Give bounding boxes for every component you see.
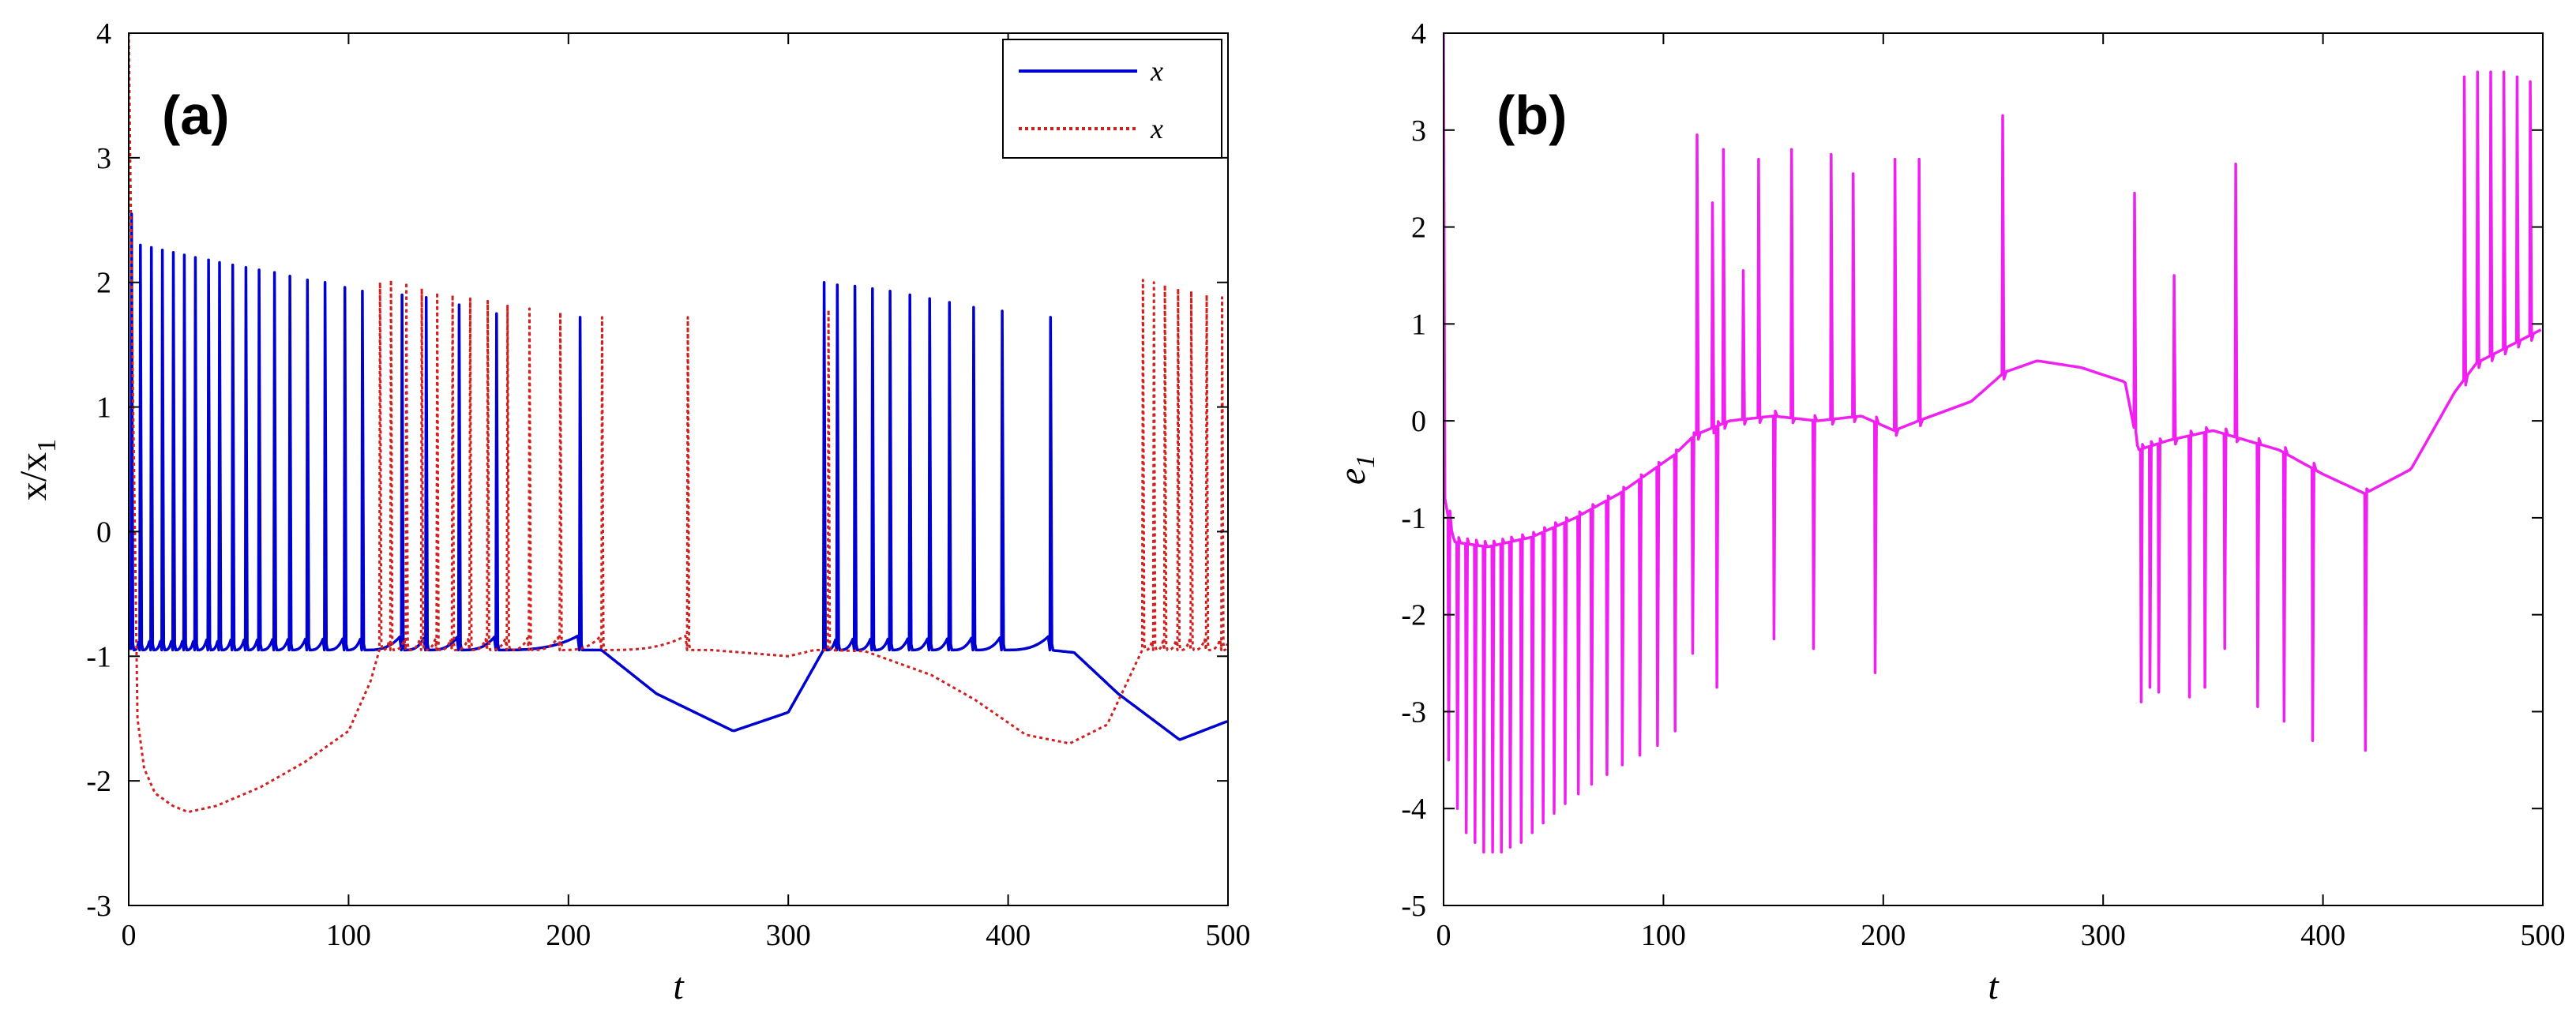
chart-b: 0 100 200 300 400 500 -5 -4 -3 -2 -1 0 1 2 3 4 (b) t e… <box>1331 17 2566 1007</box>
chart-a-legend: x x <box>1002 39 1222 159</box>
chart-a-y-axis-label-main: x/x <box>13 452 54 501</box>
chart-b-series-layer <box>1444 33 2542 854</box>
chart-b-y-tick-label: -2 <box>1401 599 1426 632</box>
chart-a-y-tick-label: 0 <box>96 516 111 549</box>
chart-b-y-ticks: -5 -4 -3 -2 -1 0 1 2 3 4 <box>1401 17 2543 923</box>
chart-b-x-tick-label: 500 <box>2521 919 2566 952</box>
chart-a-x-ticks: 0 100 200 300 400 500 <box>122 33 1251 952</box>
chart-b-x-ticks: 0 100 200 300 400 500 <box>1436 33 2566 952</box>
chart-b-y-tick-label: 0 <box>1411 405 1426 438</box>
chart-a-y-tick-label: 1 <box>96 392 111 425</box>
chart-a-x-tick-label: 0 <box>122 919 137 952</box>
chart-b-y-axis-label: e1 <box>1331 455 1380 485</box>
chart-a-panel-label: (a) <box>162 84 230 146</box>
chart-b-panel-label: (b) <box>1496 84 1567 146</box>
chart-b-x-axis-label: t <box>1988 965 2000 1007</box>
legend-label-series-1: x <box>1150 55 1163 87</box>
chart-b-series-1-line <box>1444 33 2542 854</box>
chart-b-y-tick-label: -3 <box>1401 695 1426 729</box>
chart-b-y-tick-label: 2 <box>1411 212 1426 245</box>
chart-b-y-axis-label-sub: 1 <box>1351 455 1380 468</box>
chart-b-x-tick-label: 100 <box>1641 919 1686 952</box>
chart-a-x-tick-label: 200 <box>546 919 591 952</box>
chart-a-x-axis-label: t <box>673 965 685 1007</box>
chart-a-y-tick-label: -1 <box>86 640 111 673</box>
chart-a-y-tick-label: 4 <box>96 17 111 51</box>
chart-a-y-tick-label: -2 <box>86 765 111 798</box>
chart-a-y-axis-label-sub: 1 <box>32 439 62 452</box>
chart-b-x-tick-label: 300 <box>2081 919 2126 952</box>
chart-b-x-tick-label: 400 <box>2300 919 2345 952</box>
chart-b-frame <box>1443 32 2544 906</box>
chart-a-x-tick-label: 500 <box>1206 919 1251 952</box>
chart-b-y-axis-label-main: e <box>1331 468 1373 485</box>
chart-a-y-tick-label: 2 <box>96 267 111 300</box>
chart-a-frame <box>128 32 1229 906</box>
chart-a-series-layer <box>129 33 1228 814</box>
chart-a-x-tick-label: 400 <box>986 919 1031 952</box>
chart-a-legend-box <box>1002 39 1222 159</box>
chart-b-y-tick-label: 3 <box>1411 114 1426 148</box>
chart-a-x-tick-label: 100 <box>326 919 371 952</box>
chart-a-series-1-line <box>130 212 1228 741</box>
chart-b-y-tick-label: -1 <box>1401 502 1426 535</box>
chart-a-y-axis-label: x/x1 <box>13 439 62 501</box>
chart-b-y-tick-label: 1 <box>1411 308 1426 341</box>
chart-a-y-tick-label: 3 <box>96 142 111 175</box>
chart-a-y-ticks: -3 -2 -1 0 1 2 3 4 <box>86 17 1228 923</box>
chart-b-y-tick-label: 4 <box>1411 17 1426 51</box>
chart-a-series-2-line <box>129 33 1228 814</box>
chart-a-x-tick-label: 300 <box>766 919 811 952</box>
chart-b-x-tick-label: 200 <box>1861 919 1906 952</box>
legend-label-series-2: x <box>1150 113 1163 144</box>
chart-b-y-tick-label: -5 <box>1401 890 1426 923</box>
chart-b-x-tick-label: 0 <box>1436 919 1451 952</box>
chart-a-y-tick-label: -3 <box>86 890 111 923</box>
chart-a-plot-area <box>129 33 1228 814</box>
chart-b-y-tick-label: -4 <box>1401 793 1426 826</box>
